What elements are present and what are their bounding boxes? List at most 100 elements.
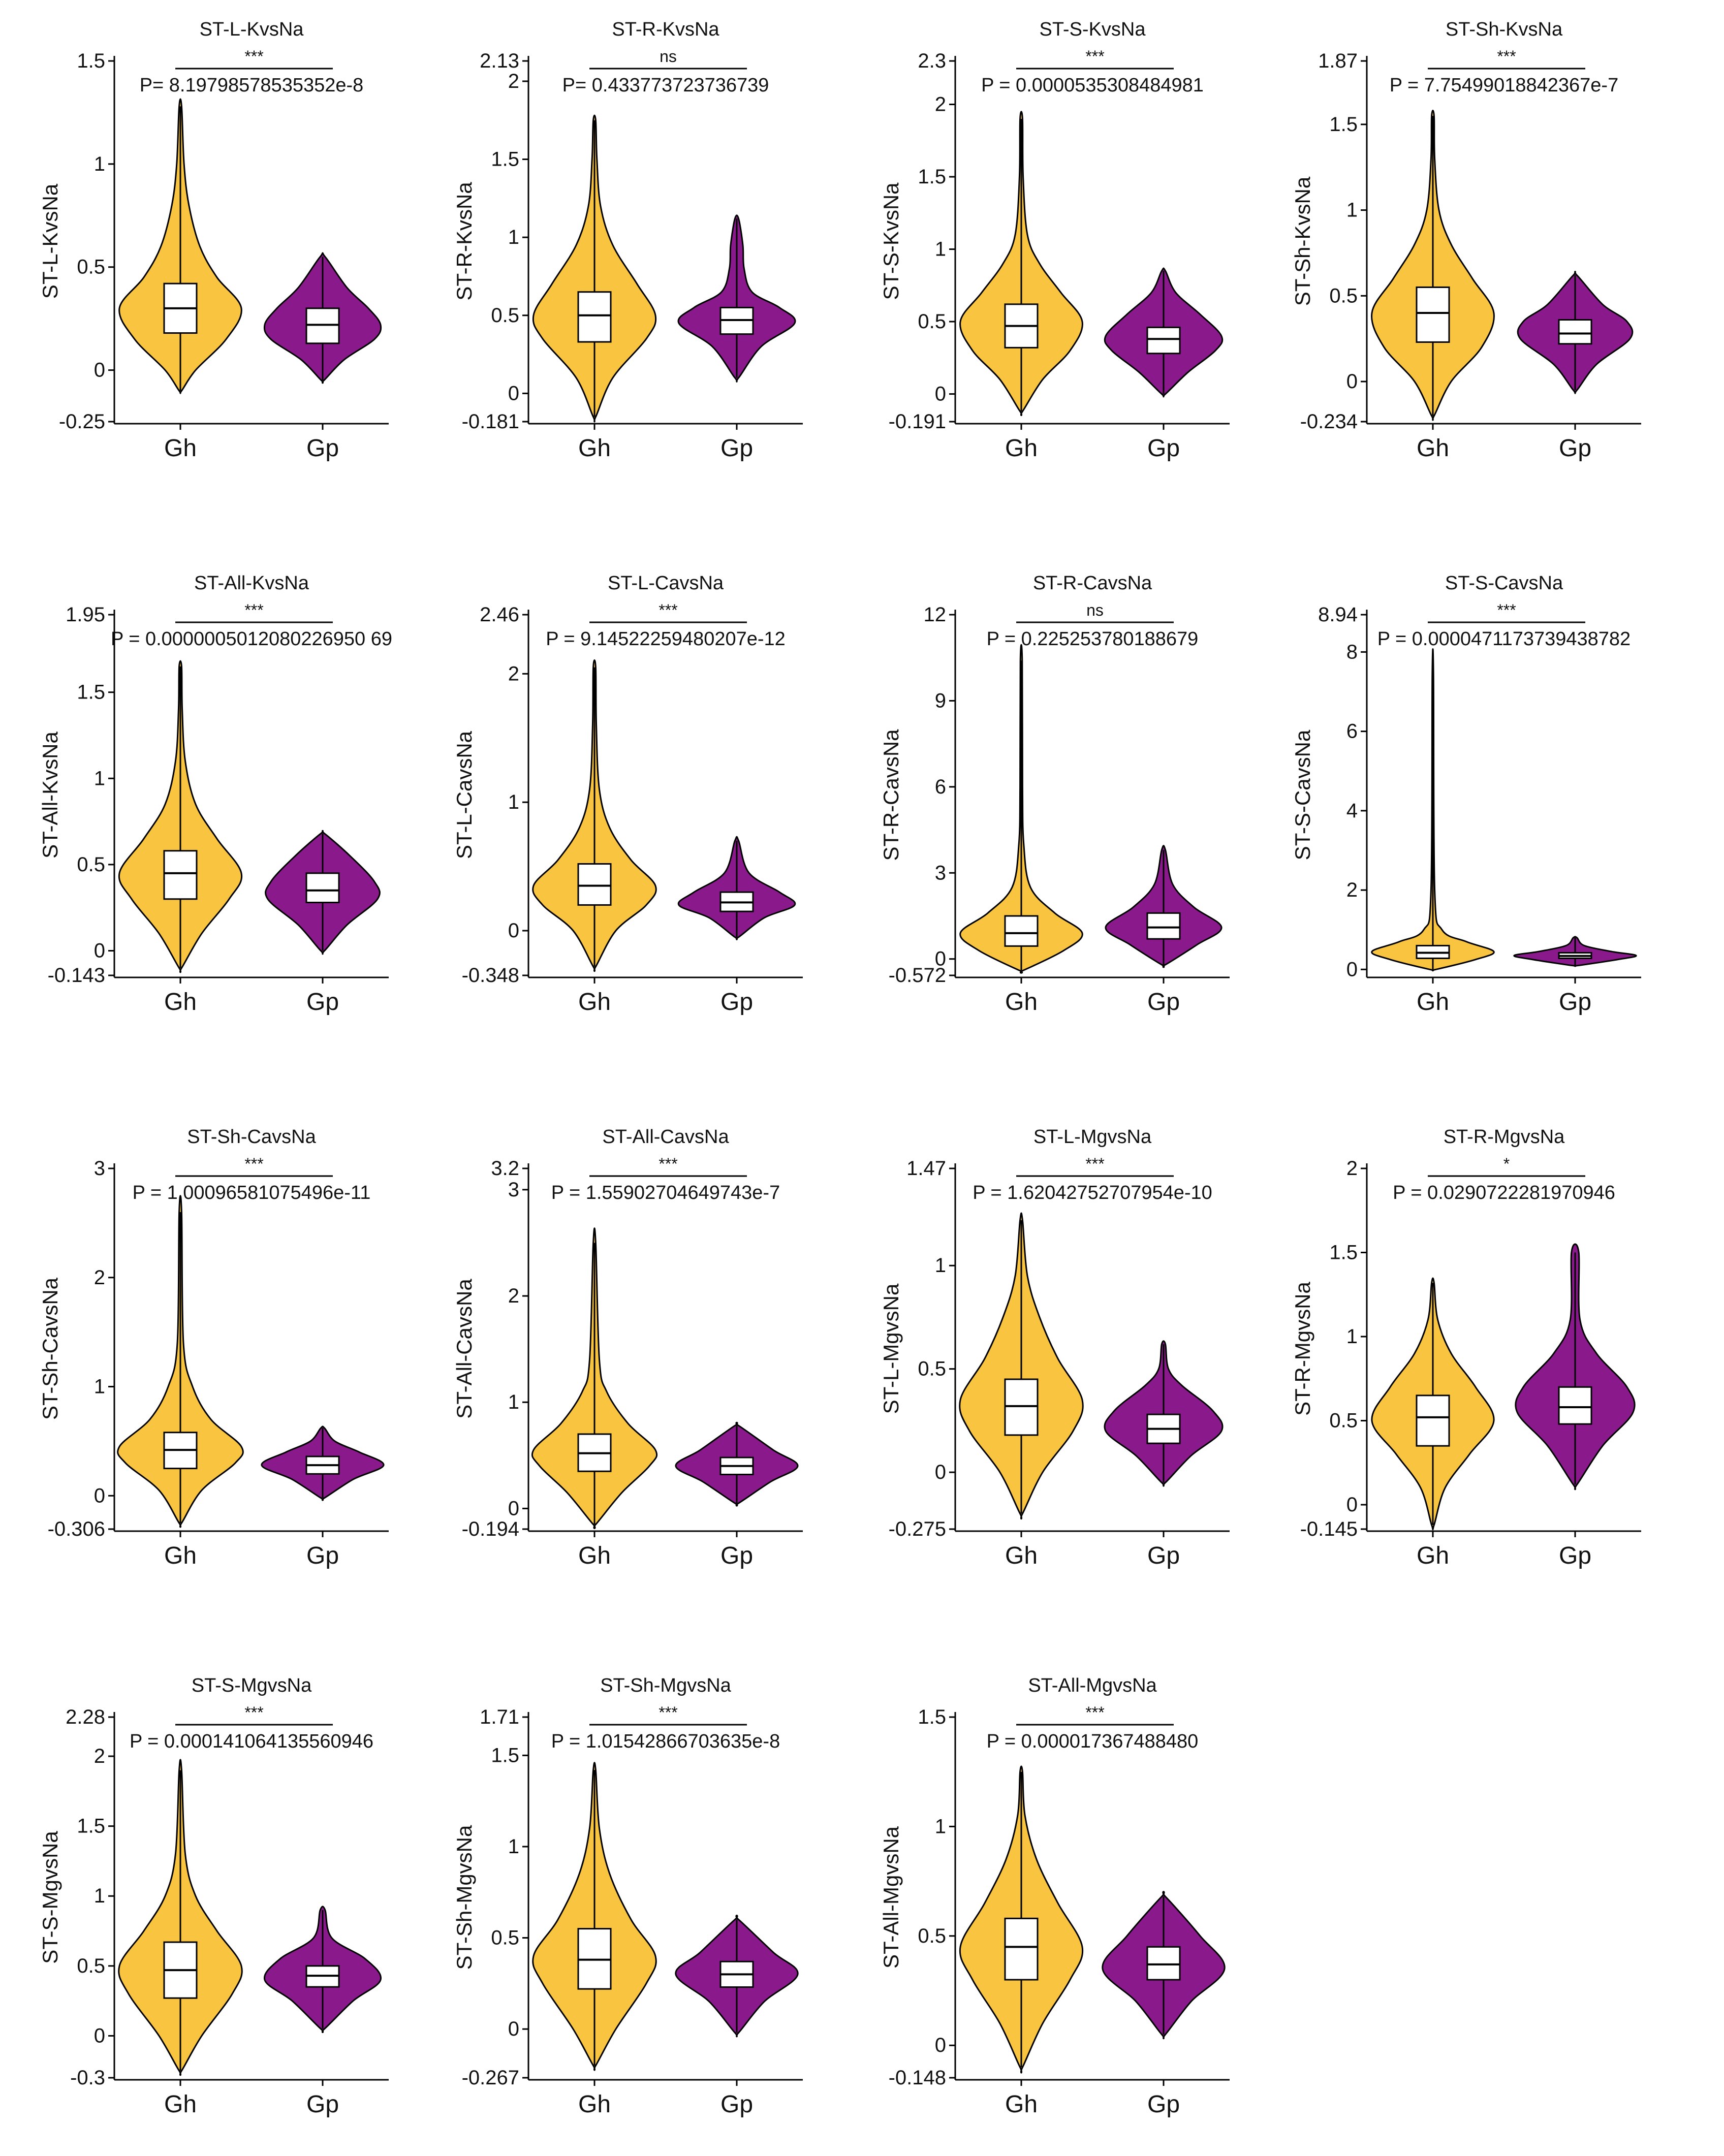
box-gp <box>1146 912 1181 940</box>
y-tick-label: 9 <box>935 689 946 712</box>
y-tick-label: 0 <box>508 382 519 404</box>
chart-title: ST-S-CavsNa <box>1445 573 1563 594</box>
p-value-label: P = 1.01542866703635e-8 <box>551 1731 780 1752</box>
y-tick-label: -0.194 <box>462 1518 519 1540</box>
x-tick-label: Gh <box>164 989 197 1016</box>
y-tick-label: 1 <box>935 238 946 261</box>
box-gh <box>1004 1378 1039 1436</box>
y-tick-label: -0.267 <box>462 2067 519 2089</box>
chart-panel-st-sh-mgvsna: ST-Sh-MgvsNa *** P = 1.01542866703635e-8 1.… <box>452 1675 803 2118</box>
chart-title: ST-R-CavsNa <box>1033 573 1152 594</box>
y-axis-label: ST-S-CavsNa <box>1291 730 1314 860</box>
p-value-label: P= 0.433773723736739 <box>562 75 769 96</box>
y-tick-label: 1 <box>935 1254 946 1277</box>
y-axis-label: ST-All-MgvsNa <box>879 1826 903 1969</box>
chart-panel-st-s-cavsna: ST-S-CavsNa *** P = 0.0000471173739438782 8… <box>1291 573 1641 1016</box>
y-tick-label: 1.5 <box>491 148 519 171</box>
x-tick-label: Gh <box>578 989 611 1016</box>
box-gh <box>577 863 612 906</box>
y-tick-label: 0.5 <box>491 304 519 327</box>
y-tick-label: 2.13 <box>480 50 519 72</box>
x-tick-label: Gp <box>306 2091 339 2118</box>
chart-panel-st-r-cavsna: ST-R-CavsNa ns P = 0.225253780188679 12 9 6 3 0… <box>879 573 1230 1016</box>
y-tick-label: -0.148 <box>889 2067 946 2089</box>
y-tick-label: 2 <box>935 93 946 116</box>
y-tick-label: 2 <box>1346 1157 1358 1180</box>
p-value-label: P = 0.0000471173739438782 <box>1377 628 1631 650</box>
x-tick-label: Gp <box>1147 435 1180 462</box>
y-tick-label: 12 <box>924 604 947 626</box>
y-tick-label: 1.71 <box>480 1706 519 1728</box>
y-tick-label: 0.5 <box>77 1955 105 1977</box>
box-gh <box>163 850 198 900</box>
y-tick-label: 1.5 <box>1329 113 1358 136</box>
y-tick-label: 0 <box>1346 370 1358 393</box>
y-tick-label: 0.5 <box>918 310 946 333</box>
x-tick-label: Gh <box>1417 435 1449 462</box>
significance-label: *** <box>1085 1703 1104 1722</box>
y-axis-label: ST-L-CavsNa <box>452 731 476 859</box>
y-tick-label: 2 <box>1346 879 1358 901</box>
y-tick-label: 0 <box>935 1461 946 1483</box>
p-value-label: P = 0.0290722281970946 <box>1393 1182 1615 1203</box>
chart-panel-st-sh-kvsna: ST-Sh-KvsNa *** P = 7.75499018842367e-7 1.8… <box>1291 19 1641 462</box>
y-tick-label: 0 <box>508 2018 519 2040</box>
significance-label: ns <box>1086 601 1104 619</box>
p-value-label: P = 9.14522259480207e-12 <box>546 628 786 650</box>
significance-label: *** <box>244 47 263 66</box>
x-tick-label: Gp <box>306 1542 339 1569</box>
y-tick-label: 1.5 <box>918 1706 946 1728</box>
significance-label: *** <box>1497 47 1516 66</box>
y-tick-label: 2 <box>508 1285 519 1307</box>
x-tick-label: Gh <box>1005 2091 1038 2118</box>
x-tick-label: Gh <box>164 435 197 462</box>
y-axis-label: ST-R-MgvsNa <box>1291 1282 1314 1416</box>
y-tick-label: 2 <box>94 1745 105 1767</box>
y-tick-label: -0.572 <box>889 964 946 987</box>
chart-title: ST-S-KvsNa <box>1039 19 1146 40</box>
y-tick-label: 1.5 <box>77 1815 105 1837</box>
p-value-label: P = 7.75499018842367e-7 <box>1390 75 1618 96</box>
y-axis-label: ST-All-CavsNa <box>452 1279 476 1419</box>
chart-panel-st-r-kvsna: ST-R-KvsNa ns P= 0.433773723736739 2.132 1.5… <box>452 19 803 462</box>
y-tick-label: 0 <box>1346 1494 1358 1516</box>
chart-panel-st-all-cavsna: ST-All-CavsNa *** P = 1.55902704649743e-7 3… <box>452 1126 803 1569</box>
x-tick-label: Gp <box>720 435 753 462</box>
y-tick-label: -0.145 <box>1300 1518 1358 1540</box>
significance-label: *** <box>1085 47 1104 66</box>
y-tick-label: 0 <box>935 383 946 405</box>
y-tick-label: 1 <box>1346 1325 1358 1348</box>
chart-title: ST-Sh-KvsNa <box>1446 19 1563 40</box>
x-tick-label: Gp <box>720 989 753 1016</box>
chart-title: ST-S-MgvsNa <box>192 1675 312 1696</box>
y-tick-label: 1.5 <box>77 681 105 704</box>
significance-label: *** <box>244 601 263 619</box>
chart-title: ST-Sh-CavsNa <box>187 1126 316 1148</box>
chart-title: ST-L-KvsNa <box>200 19 304 40</box>
box-gh <box>1004 915 1039 947</box>
y-tick-label: -0.181 <box>462 410 519 433</box>
chart-title: ST-All-CavsNa <box>602 1126 729 1148</box>
significance-label: *** <box>659 601 677 619</box>
box-gp <box>1146 1946 1181 1981</box>
significance-label: *** <box>1497 601 1516 619</box>
chart-title: ST-Sh-MgvsNa <box>600 1675 731 1696</box>
y-tick-label: 0 <box>94 2024 105 2047</box>
y-tick-label: 0 <box>94 359 105 382</box>
y-tick-label: -0.143 <box>48 964 105 987</box>
box-gp <box>305 307 340 344</box>
x-tick-label: Gh <box>578 435 611 462</box>
y-tick-label: 2.3 <box>918 50 946 72</box>
y-tick-label: 3 <box>94 1157 105 1180</box>
y-tick-label: 0 <box>508 1497 519 1519</box>
p-value-label: P= 8.19798578535352e-8 <box>140 75 364 96</box>
y-tick-label: -0.234 <box>1300 410 1358 433</box>
y-tick-label: 1 <box>94 153 105 175</box>
chart-panel-st-sh-cavsna: ST-Sh-CavsNa *** P = 1.00096581075496e-11 3… <box>38 1126 389 1569</box>
x-tick-label: Gp <box>1147 1542 1180 1569</box>
y-tick-label: 0.5 <box>77 256 105 278</box>
y-tick-label: 8 <box>1346 641 1358 663</box>
y-axis-label: ST-All-KvsNa <box>38 732 62 859</box>
x-tick-label: Gh <box>1005 1542 1038 1569</box>
